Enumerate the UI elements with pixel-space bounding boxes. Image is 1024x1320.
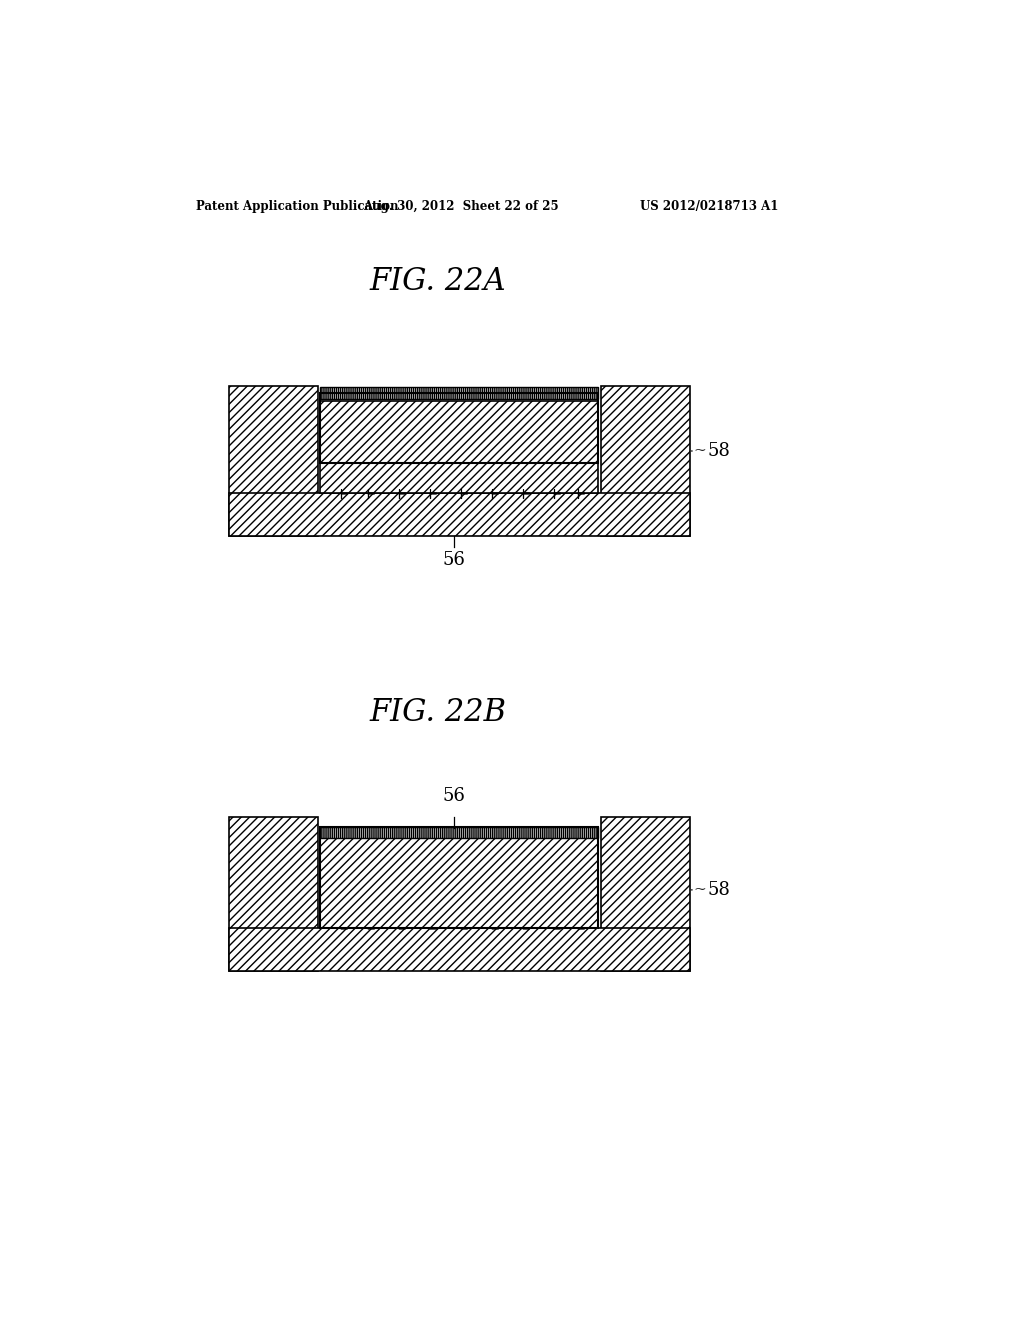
Bar — [317, 494, 601, 536]
Bar — [321, 826, 598, 837]
Text: Patent Application Publication: Patent Application Publication — [197, 199, 398, 213]
Bar — [321, 393, 598, 462]
Text: US 2012/0218713 A1: US 2012/0218713 A1 — [640, 199, 778, 213]
Text: 58: 58 — [708, 880, 730, 899]
Text: ~: ~ — [693, 883, 707, 896]
Bar — [601, 385, 690, 536]
Text: FIG. 22A: FIG. 22A — [370, 267, 506, 297]
Text: 56: 56 — [442, 787, 465, 805]
Text: 56: 56 — [442, 552, 465, 569]
Bar — [601, 817, 690, 970]
Bar — [321, 836, 598, 928]
Text: 58: 58 — [708, 442, 730, 459]
Bar — [321, 826, 598, 928]
Bar — [228, 817, 317, 970]
Bar — [321, 387, 598, 399]
Bar — [228, 385, 317, 536]
Text: ~: ~ — [693, 444, 707, 458]
Text: FIG. 22B: FIG. 22B — [370, 697, 507, 729]
Bar — [228, 928, 690, 970]
Text: Aug. 30, 2012  Sheet 22 of 25: Aug. 30, 2012 Sheet 22 of 25 — [364, 199, 559, 213]
Bar — [228, 494, 690, 536]
Bar — [321, 401, 598, 494]
